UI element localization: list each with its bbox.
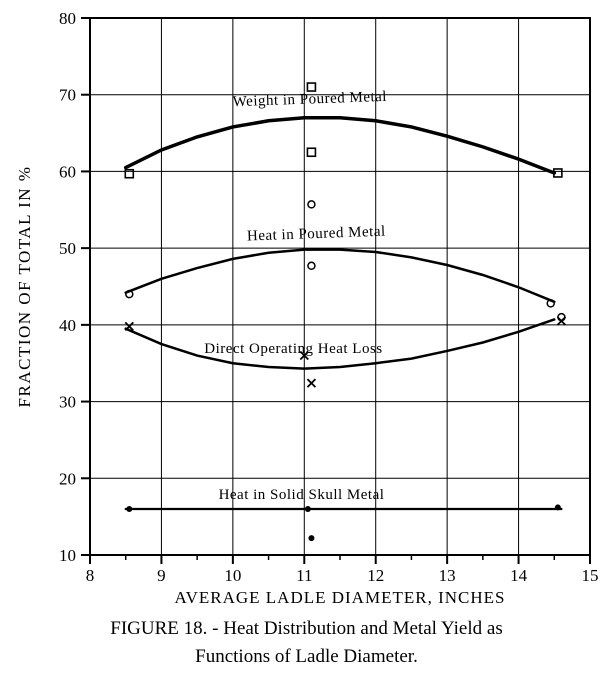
figure-caption-line2: Functions of Ladle Diameter. [0,646,613,668]
ytick-label: 20 [59,469,76,488]
ytick-label: 80 [59,9,76,28]
ytick-label: 60 [59,162,76,181]
xtick-label: 13 [439,566,456,585]
x-axis-label: AVERAGE LADLE DIAMETER, INCHES [175,588,506,607]
marker-dot [308,535,314,541]
xtick-label: 14 [510,566,528,585]
xtick-label: 9 [157,566,166,585]
ytick-label: 70 [59,86,76,105]
marker-dot [126,506,132,512]
y-axis-label: FRACTION OF TOTAL IN % [15,166,34,408]
chart-svg: 8 9 10 11 12 13 14 15 10 20 30 40 50 60 70 80 AVERAGE LA… [0,0,613,684]
series-label-heat-skull: Heat in Solid Skull Metal [219,487,385,503]
xtick-label: 11 [296,566,312,585]
ytick-label: 10 [59,546,76,565]
xtick-label: 15 [582,566,599,585]
figure-caption-line1: FIGURE 18. - Heat Distribution and Metal… [0,618,613,640]
xtick-label: 10 [224,566,241,585]
ytick-label: 50 [59,239,76,258]
xtick-label: 8 [86,566,95,585]
marker-dot [555,504,561,510]
xtick-label: 12 [367,566,384,585]
ytick-label: 30 [59,393,76,412]
ytick-label: 40 [59,316,76,335]
series-label-direct-loss: Direct Operating Heat Loss [204,341,382,357]
marker-dot [305,506,311,512]
